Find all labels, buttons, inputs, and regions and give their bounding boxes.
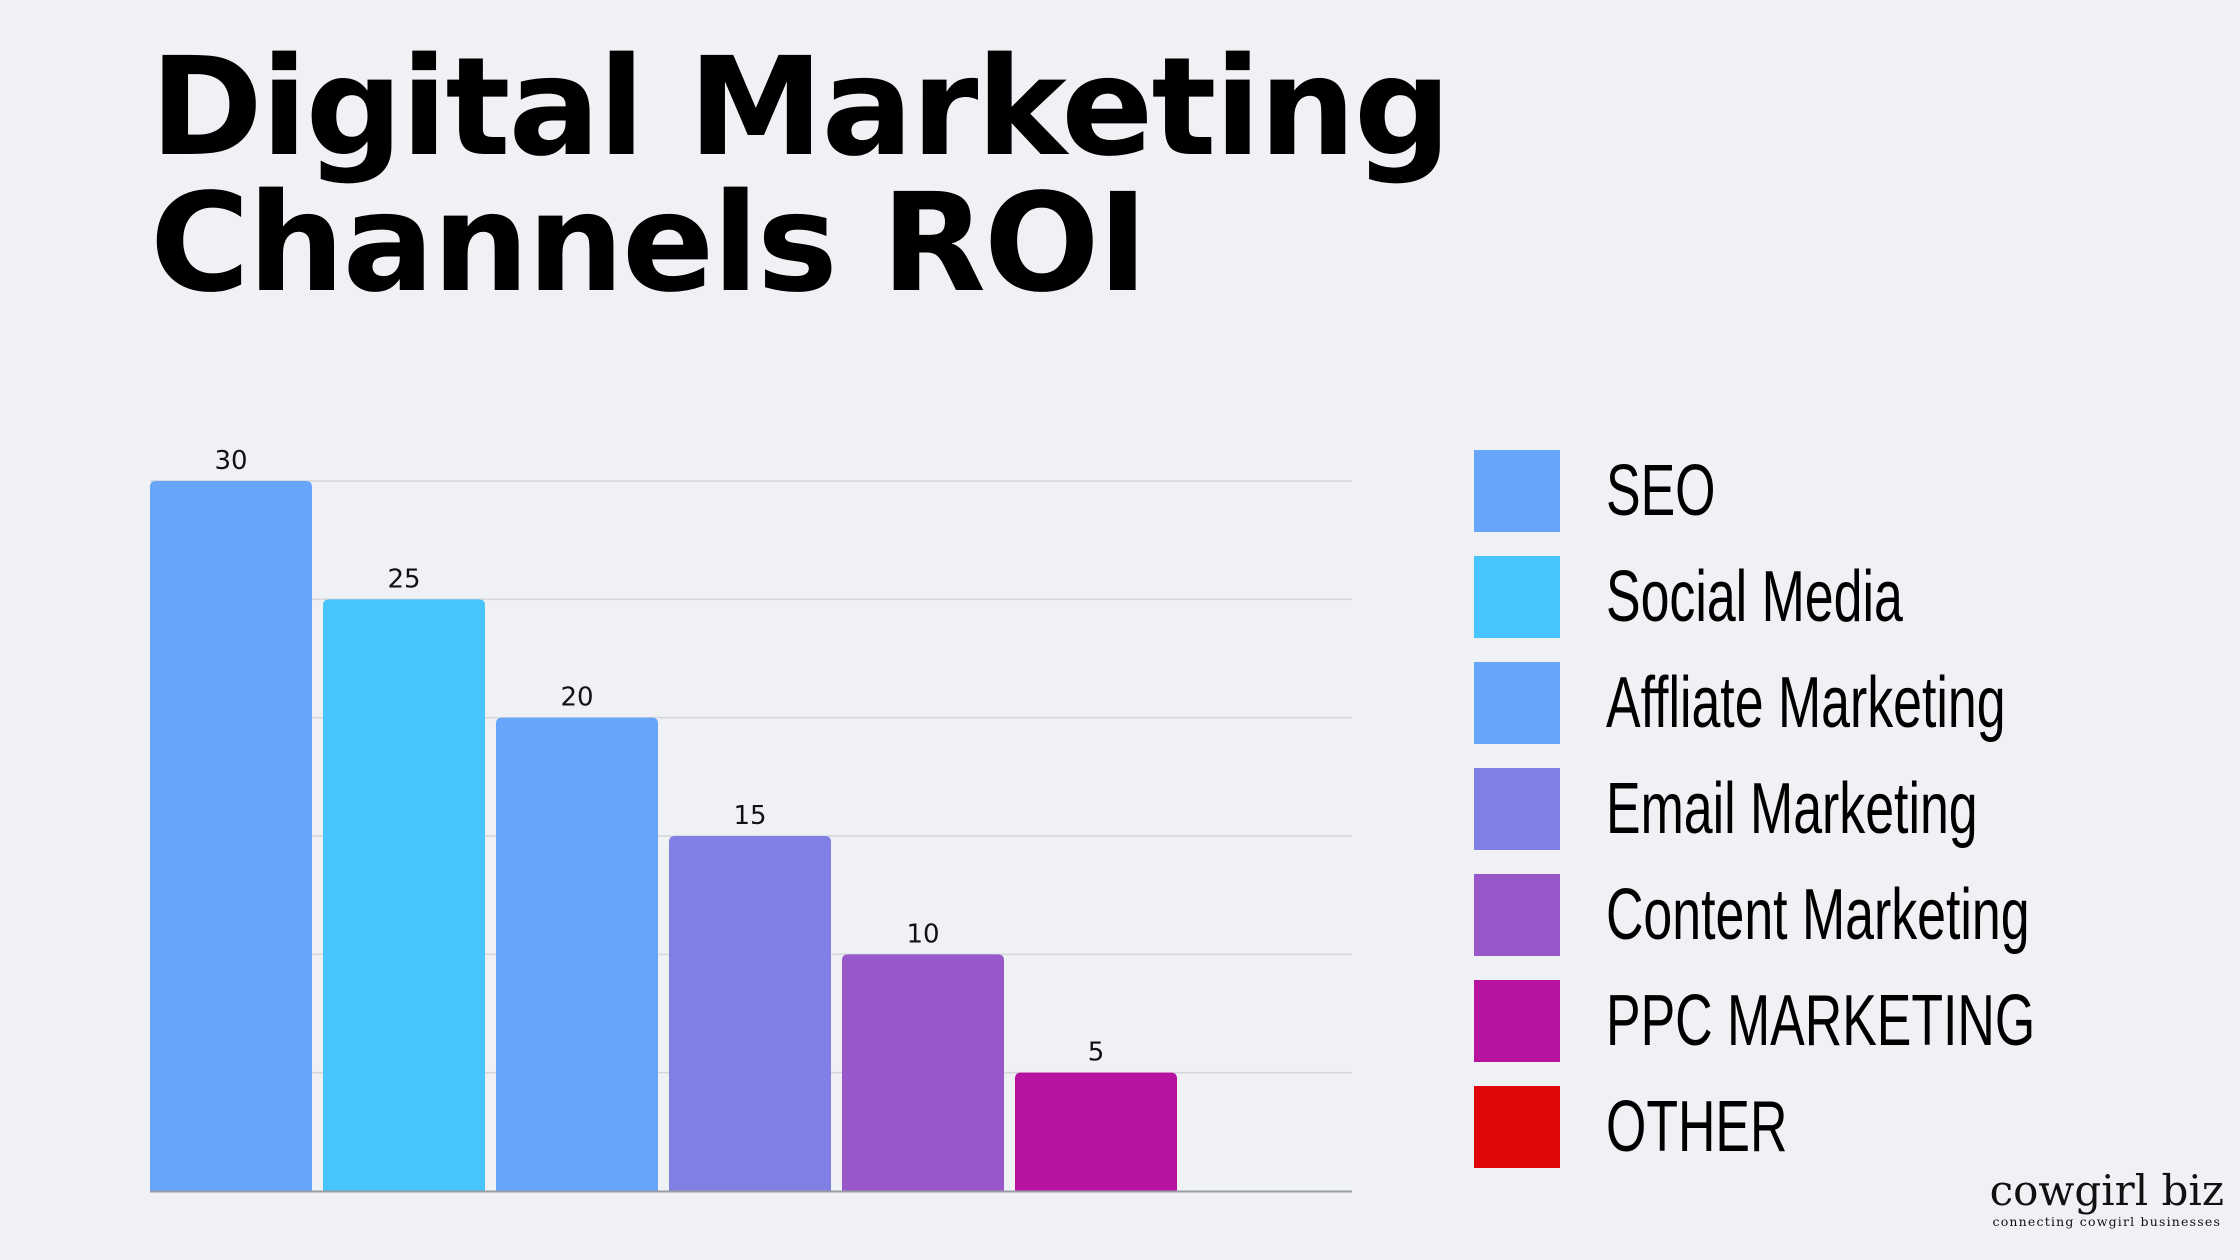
data-label: 20 xyxy=(560,683,593,713)
legend-label: Social Media xyxy=(1606,557,1903,637)
legend-swatch xyxy=(1474,980,1560,1062)
title-line-2: Channels ROI xyxy=(150,165,1148,323)
legend-swatch xyxy=(1474,768,1560,850)
legend-label: Content Marketing xyxy=(1606,875,2030,955)
legend-item-affiliate-marketing: Affliate Marketing xyxy=(1474,662,2202,744)
bar-content-marketing xyxy=(842,954,1004,1191)
legend-label: Affliate Marketing xyxy=(1606,663,2006,743)
bar-seo xyxy=(150,481,312,1191)
data-label: 15 xyxy=(733,801,766,831)
data-label: 10 xyxy=(906,919,939,949)
legend-label: PPC MARKETING xyxy=(1606,981,2036,1061)
legend-swatch xyxy=(1474,1086,1560,1168)
title-line-1: Digital Marketing xyxy=(150,29,1451,187)
bar-affliate-marketing xyxy=(496,717,658,1191)
legend-item-content-marketing: Content Marketing xyxy=(1474,874,2202,956)
bar-ppc-marketing xyxy=(1015,1072,1177,1191)
legend-label: SEO xyxy=(1606,451,1716,531)
brand-tagline: connecting cowgirl businesses xyxy=(1992,1214,2222,1229)
bar-email-marketing xyxy=(669,836,831,1191)
chart-legend: SEO Social Media Affliate Marketing Emai… xyxy=(1474,450,2202,1192)
legend-label: Email Marketing xyxy=(1606,769,1978,849)
legend-label: OTHER xyxy=(1606,1087,1788,1167)
data-label: 30 xyxy=(214,446,247,476)
legend-swatch xyxy=(1474,556,1560,638)
legend-swatch xyxy=(1474,450,1560,532)
data-label: 25 xyxy=(387,564,420,594)
brand-logo: cowgirl biz connecting cowgirl businesse… xyxy=(1989,1166,2224,1230)
legend-item-ppc-marketing: PPC MARKETING xyxy=(1474,980,2202,1062)
legend-item-email-marketing: Email Marketing xyxy=(1474,768,2202,850)
legend-item-social-media: Social Media xyxy=(1474,556,2202,638)
data-label: 5 xyxy=(1088,1038,1105,1068)
legend-swatch xyxy=(1474,662,1560,744)
brand-name: cowgirl biz xyxy=(1989,1166,2224,1215)
legend-swatch xyxy=(1474,874,1560,956)
legend-item-other: OTHER xyxy=(1474,1086,2202,1168)
page-title: Digital Marketing Channels ROI xyxy=(150,29,1451,323)
bar-social-media xyxy=(323,599,485,1191)
legend-item-seo: SEO xyxy=(1474,450,2202,532)
